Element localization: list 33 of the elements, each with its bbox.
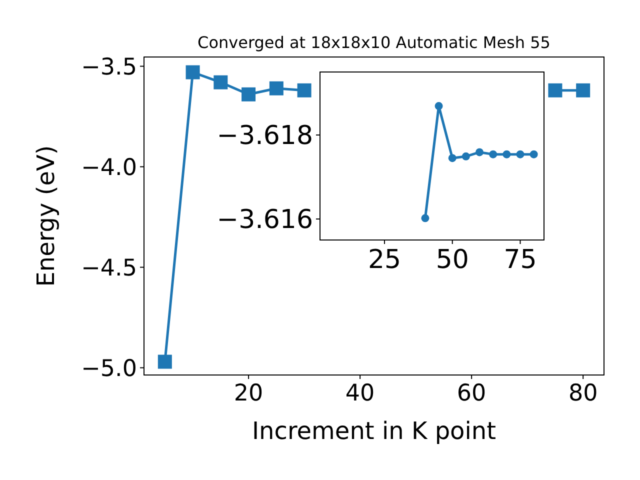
point — [214, 75, 228, 90]
point — [462, 152, 470, 160]
x-tick-label: 75 — [504, 244, 537, 275]
point — [476, 148, 484, 156]
y-tick-label: −4.5 — [81, 255, 137, 282]
point — [489, 150, 498, 158]
y-axis-title: Energy (eV) — [32, 145, 60, 287]
point — [530, 150, 538, 158]
x-tick-label: 60 — [456, 380, 486, 406]
chart-title: Converged at 18x18x10 Automatic Mesh 55 — [198, 33, 550, 52]
point — [502, 150, 511, 158]
x-axis-title: Increment in K point — [252, 417, 496, 445]
point — [158, 354, 172, 369]
x-tick-label: 80 — [568, 380, 598, 406]
y-tick-label: −3.5 — [81, 54, 137, 80]
x-tick-label: 25 — [368, 244, 402, 275]
x-tick-label: 40 — [345, 380, 375, 406]
point — [516, 150, 524, 158]
point — [576, 83, 590, 98]
y-tick-label: −3.618 — [216, 121, 313, 152]
point — [548, 83, 562, 98]
y-tick-label: −4.0 — [81, 154, 137, 181]
y-tick-label: −3.616 — [216, 205, 313, 236]
point — [434, 102, 443, 110]
point — [448, 154, 456, 162]
point — [297, 83, 312, 98]
point — [269, 81, 284, 96]
y-tick-label: −5.0 — [81, 356, 137, 382]
point — [421, 214, 430, 222]
x-tick-label: 50 — [436, 244, 469, 275]
x-tick-label: 20 — [234, 380, 264, 406]
point — [186, 65, 200, 80]
point — [242, 87, 256, 102]
